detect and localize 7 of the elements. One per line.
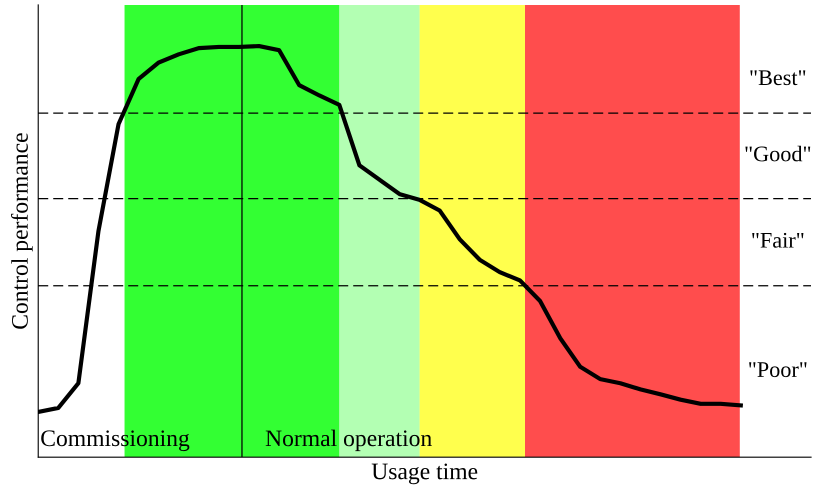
x-axis-title: Usage time bbox=[372, 463, 478, 484]
annotation: "Best" bbox=[750, 70, 806, 86]
annotation: Normal operation bbox=[266, 430, 432, 452]
text: "Fair" bbox=[752, 232, 804, 248]
annotation: "Poor" bbox=[749, 362, 807, 378]
y-axis-title: Control performance bbox=[11, 133, 33, 329]
annotation: "Good" bbox=[745, 146, 810, 162]
